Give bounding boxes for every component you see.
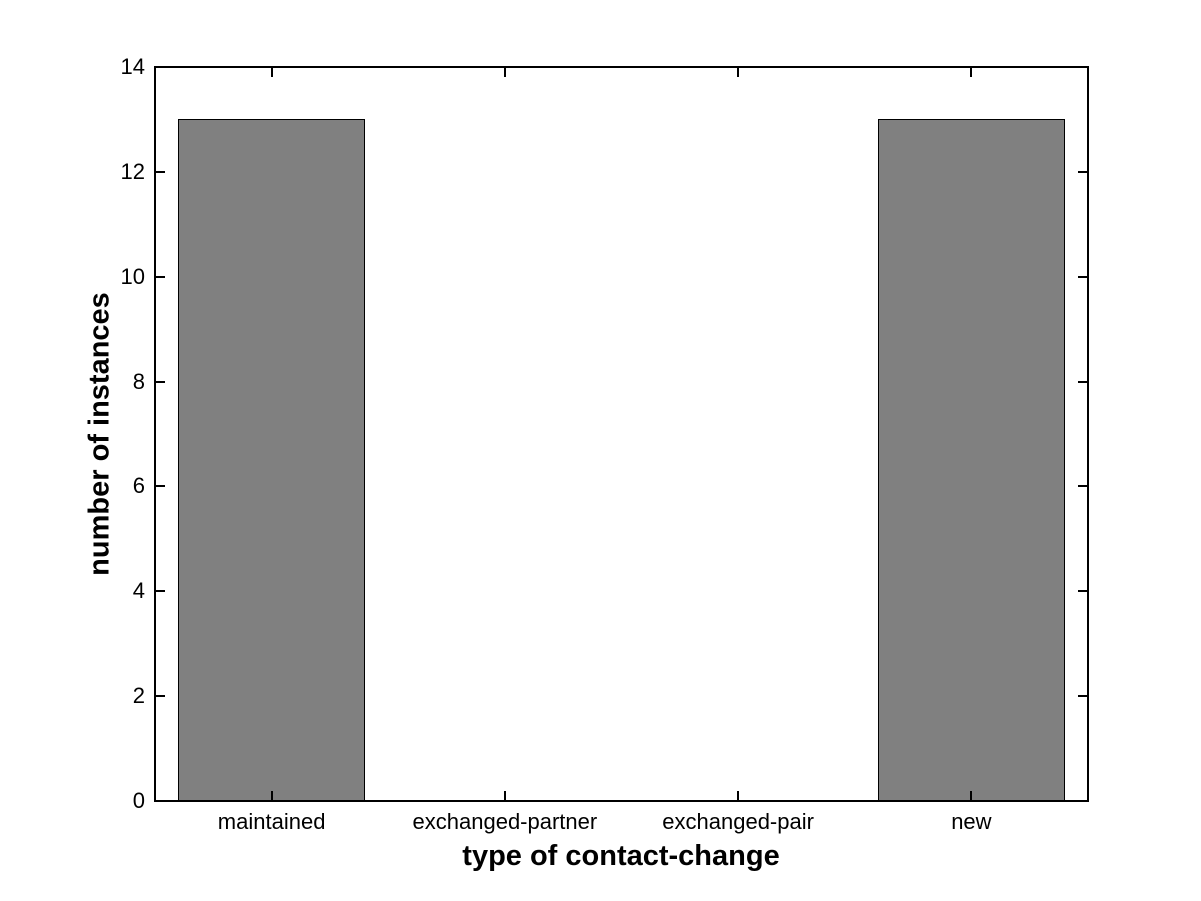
y-tick-label-6: 6 — [132, 473, 145, 499]
y-tick-right-2 — [1078, 695, 1088, 698]
x-tick-bottom-new — [970, 791, 973, 801]
y-tick-label-8: 8 — [132, 368, 145, 394]
x-tick-bottom-maintained — [270, 791, 273, 801]
y-tick-right-6 — [1078, 485, 1088, 488]
y-tick-label-2: 2 — [132, 683, 145, 709]
y-tick-left-8 — [155, 380, 165, 383]
y-tick-label-12: 12 — [120, 158, 145, 184]
x-tick-label-exchanged-partner: exchanged-partner — [412, 809, 598, 834]
bar-maintained — [178, 119, 365, 801]
x-tick-label-maintained: maintained — [217, 809, 326, 834]
x-tick-bottom-exchanged-pair — [737, 791, 740, 801]
y-tick-left-6 — [155, 485, 165, 488]
y-tick-right-8 — [1078, 380, 1088, 383]
x-tick-label-exchanged-pair: exchanged-pair — [662, 809, 814, 834]
x-tick-label-new: new — [951, 809, 992, 834]
x-tick-top-exchanged-partner — [503, 67, 506, 77]
plot-area — [154, 66, 1089, 802]
y-tick-label-4: 4 — [132, 578, 145, 604]
y-tick-left-2 — [155, 695, 165, 698]
y-tick-right-0 — [1078, 800, 1088, 802]
y-tick-label-0: 0 — [132, 788, 145, 813]
y-tick-left-10 — [155, 275, 165, 278]
y-tick-left-0 — [155, 800, 165, 802]
y-tick-right-14 — [1078, 66, 1088, 68]
x-tick-top-new — [970, 67, 973, 77]
y-tick-left-14 — [155, 66, 165, 68]
y-tick-right-10 — [1078, 275, 1088, 278]
y-tick-left-4 — [155, 590, 165, 593]
y-tick-label-10: 10 — [120, 263, 145, 289]
x-tick-top-exchanged-pair — [737, 67, 740, 77]
y-tick-right-12 — [1078, 170, 1088, 173]
x-axis-label: type of contact-change — [462, 840, 780, 872]
y-tick-left-12 — [155, 170, 165, 173]
x-tick-top-maintained — [270, 67, 273, 77]
y-tick-label-14: 14 — [120, 54, 145, 79]
bar-new — [878, 119, 1065, 801]
y-axis-label: number of instances — [83, 292, 116, 576]
y-tick-right-4 — [1078, 590, 1088, 593]
x-tick-bottom-exchanged-partner — [503, 791, 506, 801]
